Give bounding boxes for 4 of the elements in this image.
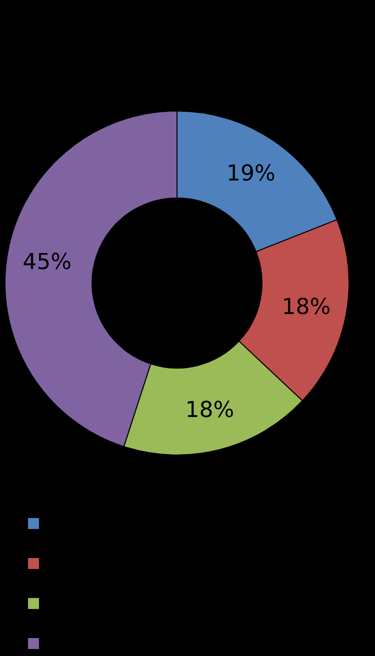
data-label: 18% xyxy=(282,295,331,320)
data-label: 45% xyxy=(22,250,72,275)
data-label: 18% xyxy=(185,398,234,423)
data-label: 19% xyxy=(226,162,276,187)
